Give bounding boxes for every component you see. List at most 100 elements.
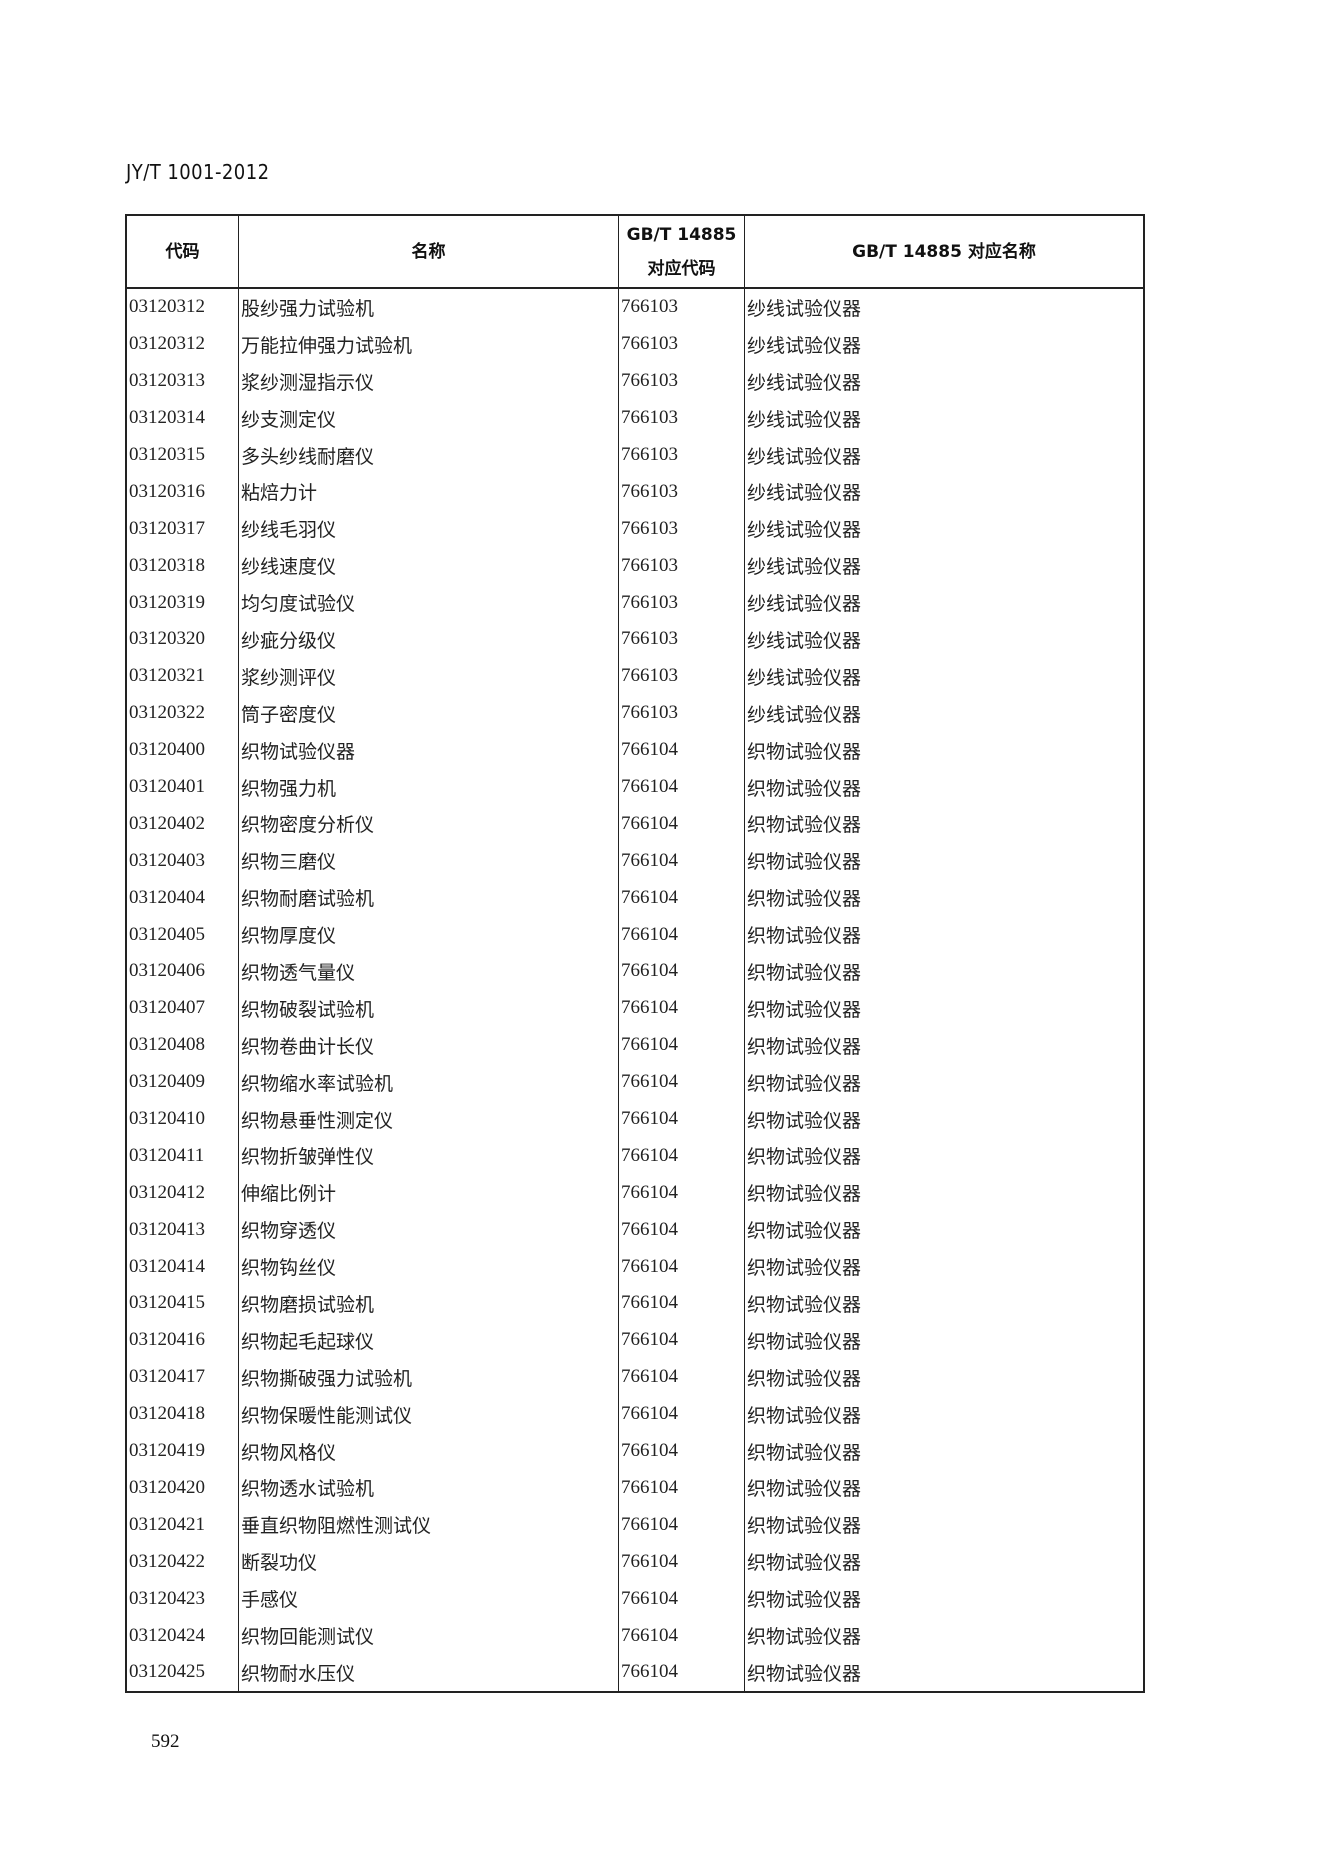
code-cell: 03120312 (125, 288, 239, 326)
code-cell: 03120314 (125, 399, 239, 437)
code-table: 代码 名称 GB/T 14885 对应代码 GB/T 14885 对应名称 031… (125, 214, 1145, 1693)
table-row: 03120413 织物穿透仪 766104 织物试验仪器 (125, 1211, 1145, 1249)
page-number: 592 (151, 1731, 180, 1752)
code-cell: 03120421 (125, 1506, 239, 1544)
name-cell: 织物钩丝仪 (238, 1248, 619, 1286)
table-row: 03120406 织物透气量仪 766104 织物试验仪器 (125, 953, 1145, 990)
gbt-name-cell: 织物试验仪器 (744, 1248, 1145, 1286)
code-cell: 03120420 (125, 1469, 239, 1507)
name-cell: 织物卷曲计长仪 (238, 1026, 619, 1064)
gbt-name-cell: 织物试验仪器 (744, 1506, 1145, 1544)
table-row: 03120320 纱疵分级仪 766103 纱线试验仪器 (125, 621, 1145, 658)
code-cell: 03120313 (125, 362, 239, 400)
name-cell: 纱线毛羽仪 (238, 510, 619, 548)
code-cell: 03120416 (125, 1321, 239, 1359)
column-header-code: 代码 (125, 214, 239, 289)
gbt-name-cell: 织物试验仪器 (744, 731, 1145, 769)
gbt-code-cell: 766103 (618, 621, 745, 658)
gbt-code-cell: 766104 (618, 879, 745, 917)
gbt-name-cell: 织物试验仪器 (744, 1137, 1145, 1175)
gbt-code-cell: 766103 (618, 510, 745, 548)
name-cell: 织物厚度仪 (238, 916, 619, 954)
code-cell: 03120418 (125, 1395, 239, 1433)
name-cell: 织物透气量仪 (238, 953, 619, 990)
code-cell: 03120318 (125, 547, 239, 585)
table-header-row: 代码 名称 GB/T 14885 对应代码 GB/T 14885 对应名称 (125, 214, 1145, 289)
column-header-name: 名称 (238, 214, 619, 289)
name-cell: 织物折皱弹性仪 (238, 1137, 619, 1175)
name-cell: 织物密度分析仪 (238, 805, 619, 843)
table-row: 03120318 纱线速度仪 766103 纱线试验仪器 (125, 547, 1145, 585)
code-cell: 03120409 (125, 1063, 239, 1101)
gbt-code-cell: 766104 (618, 1543, 745, 1581)
table-row: 03120314 纱支测定仪 766103 纱线试验仪器 (125, 399, 1145, 437)
code-cell: 03120408 (125, 1026, 239, 1064)
table-row: 03120415 织物磨损试验机 766104 织物试验仪器 (125, 1285, 1145, 1322)
table-row: 03120422 断裂功仪 766104 织物试验仪器 (125, 1543, 1145, 1581)
name-cell: 织物破裂试验机 (238, 989, 619, 1027)
table-row: 03120400 织物试验仪器 766104 织物试验仪器 (125, 731, 1145, 769)
table-row: 03120322 筒子密度仪 766103 纱线试验仪器 (125, 694, 1145, 732)
table-row: 03120423 手感仪 766104 织物试验仪器 (125, 1580, 1145, 1618)
gbt-name-cell: 织物试验仪器 (744, 1469, 1145, 1507)
code-cell: 03120419 (125, 1432, 239, 1470)
table-row: 03120321 浆纱测评仪 766103 纱线试验仪器 (125, 657, 1145, 695)
table-row: 03120424 织物回能测试仪 766104 织物试验仪器 (125, 1617, 1145, 1654)
table-row: 03120425 织物耐水压仪 766104 织物试验仪器 (125, 1653, 1145, 1692)
gbt-name-cell: 织物试验仪器 (744, 1543, 1145, 1581)
gbt-name-cell: 纱线试验仪器 (744, 436, 1145, 474)
code-cell: 03120422 (125, 1543, 239, 1581)
gbt-name-cell: 织物试验仪器 (744, 842, 1145, 880)
name-cell: 手感仪 (238, 1580, 619, 1618)
column-header-gbt-code: GB/T 14885 对应代码 (618, 214, 745, 289)
code-cell: 03120401 (125, 768, 239, 806)
table-row: 03120315 多头纱线耐磨仪 766103 纱线试验仪器 (125, 436, 1145, 474)
gbt-code-cell: 766104 (618, 1469, 745, 1507)
gbt-name-cell: 纱线试验仪器 (744, 657, 1145, 695)
gbt-name-cell: 织物试验仪器 (744, 916, 1145, 954)
code-cell: 03120417 (125, 1358, 239, 1396)
name-cell: 粘焙力计 (238, 473, 619, 511)
code-cell: 03120321 (125, 657, 239, 695)
name-cell: 伸缩比例计 (238, 1174, 619, 1212)
gbt-code-cell: 766103 (618, 399, 745, 437)
gbt-code-cell: 766103 (618, 473, 745, 511)
table-row: 03120414 织物钩丝仪 766104 织物试验仪器 (125, 1248, 1145, 1286)
gbt-code-cell: 766104 (618, 731, 745, 769)
gbt-name-cell: 纱线试验仪器 (744, 547, 1145, 585)
gbt-name-cell: 织物试验仪器 (744, 1580, 1145, 1618)
code-cell: 03120410 (125, 1100, 239, 1138)
table-row: 03120316 粘焙力计 766103 纱线试验仪器 (125, 473, 1145, 511)
name-cell: 纱支测定仪 (238, 399, 619, 437)
column-header-gbt-name: GB/T 14885 对应名称 (744, 214, 1145, 289)
gbt-name-cell: 织物试验仪器 (744, 879, 1145, 917)
code-cell: 03120402 (125, 805, 239, 843)
gbt-code-cell: 766104 (618, 1026, 745, 1064)
gbt-name-cell: 纱线试验仪器 (744, 288, 1145, 326)
name-cell: 织物悬垂性测定仪 (238, 1100, 619, 1138)
name-cell: 织物耐磨试验机 (238, 879, 619, 917)
table-row: 03120405 织物厚度仪 766104 织物试验仪器 (125, 916, 1145, 954)
code-cell: 03120317 (125, 510, 239, 548)
gbt-name-cell: 织物试验仪器 (744, 1358, 1145, 1396)
gbt-name-cell: 纱线试验仪器 (744, 362, 1145, 400)
gbt-name-cell: 织物试验仪器 (744, 1100, 1145, 1138)
table-row: 03120419 织物风格仪 766104 织物试验仪器 (125, 1432, 1145, 1470)
gbt-code-cell: 766104 (618, 1174, 745, 1212)
name-cell: 浆纱测评仪 (238, 657, 619, 695)
table-row: 03120312 股纱强力试验机 766103 纱线试验仪器 (125, 288, 1145, 326)
gbt-name-cell: 织物试验仪器 (744, 1395, 1145, 1433)
code-cell: 03120315 (125, 436, 239, 474)
gbt-code-cell: 766104 (618, 1100, 745, 1138)
name-cell: 织物磨损试验机 (238, 1285, 619, 1322)
code-cell: 03120316 (125, 473, 239, 511)
gbt-name-cell: 织物试验仪器 (744, 1026, 1145, 1064)
name-cell: 筒子密度仪 (238, 694, 619, 732)
gbt-code-cell: 766103 (618, 362, 745, 400)
table-row: 03120421 垂直织物阻燃性测试仪 766104 织物试验仪器 (125, 1506, 1145, 1544)
name-cell: 纱疵分级仪 (238, 621, 619, 658)
gbt-code-cell: 766104 (618, 1285, 745, 1322)
code-cell: 03120415 (125, 1285, 239, 1322)
table-row: 03120409 织物缩水率试验机 766104 织物试验仪器 (125, 1063, 1145, 1101)
code-cell: 03120406 (125, 953, 239, 990)
